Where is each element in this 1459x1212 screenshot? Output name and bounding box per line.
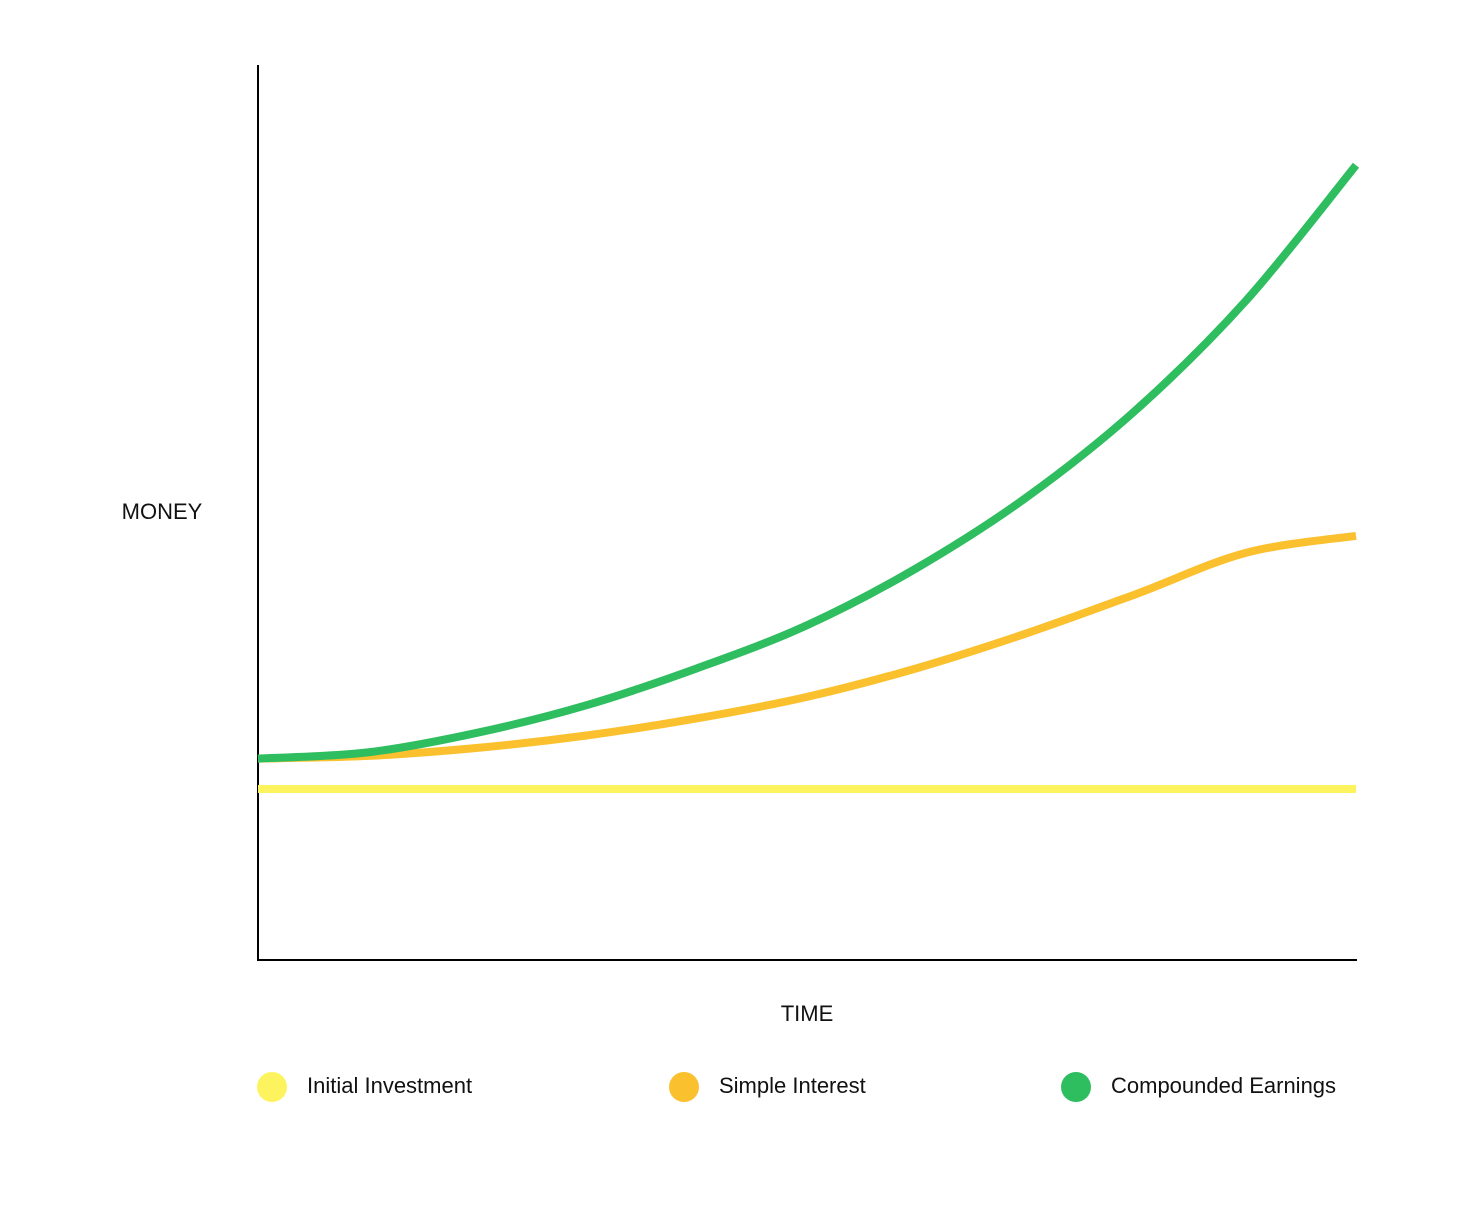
y-axis-label: MONEY xyxy=(122,499,203,524)
legend-label: Initial Investment xyxy=(307,1073,472,1098)
legend-swatch xyxy=(257,1072,287,1102)
x-axis-label: TIME xyxy=(781,1001,834,1026)
legend-swatch xyxy=(669,1072,699,1102)
legend-label: Compounded Earnings xyxy=(1111,1073,1336,1098)
legend-swatch xyxy=(1061,1072,1091,1102)
series-line xyxy=(257,531,1357,763)
legend-label: Simple Interest xyxy=(719,1073,866,1098)
series-line xyxy=(257,162,1360,763)
